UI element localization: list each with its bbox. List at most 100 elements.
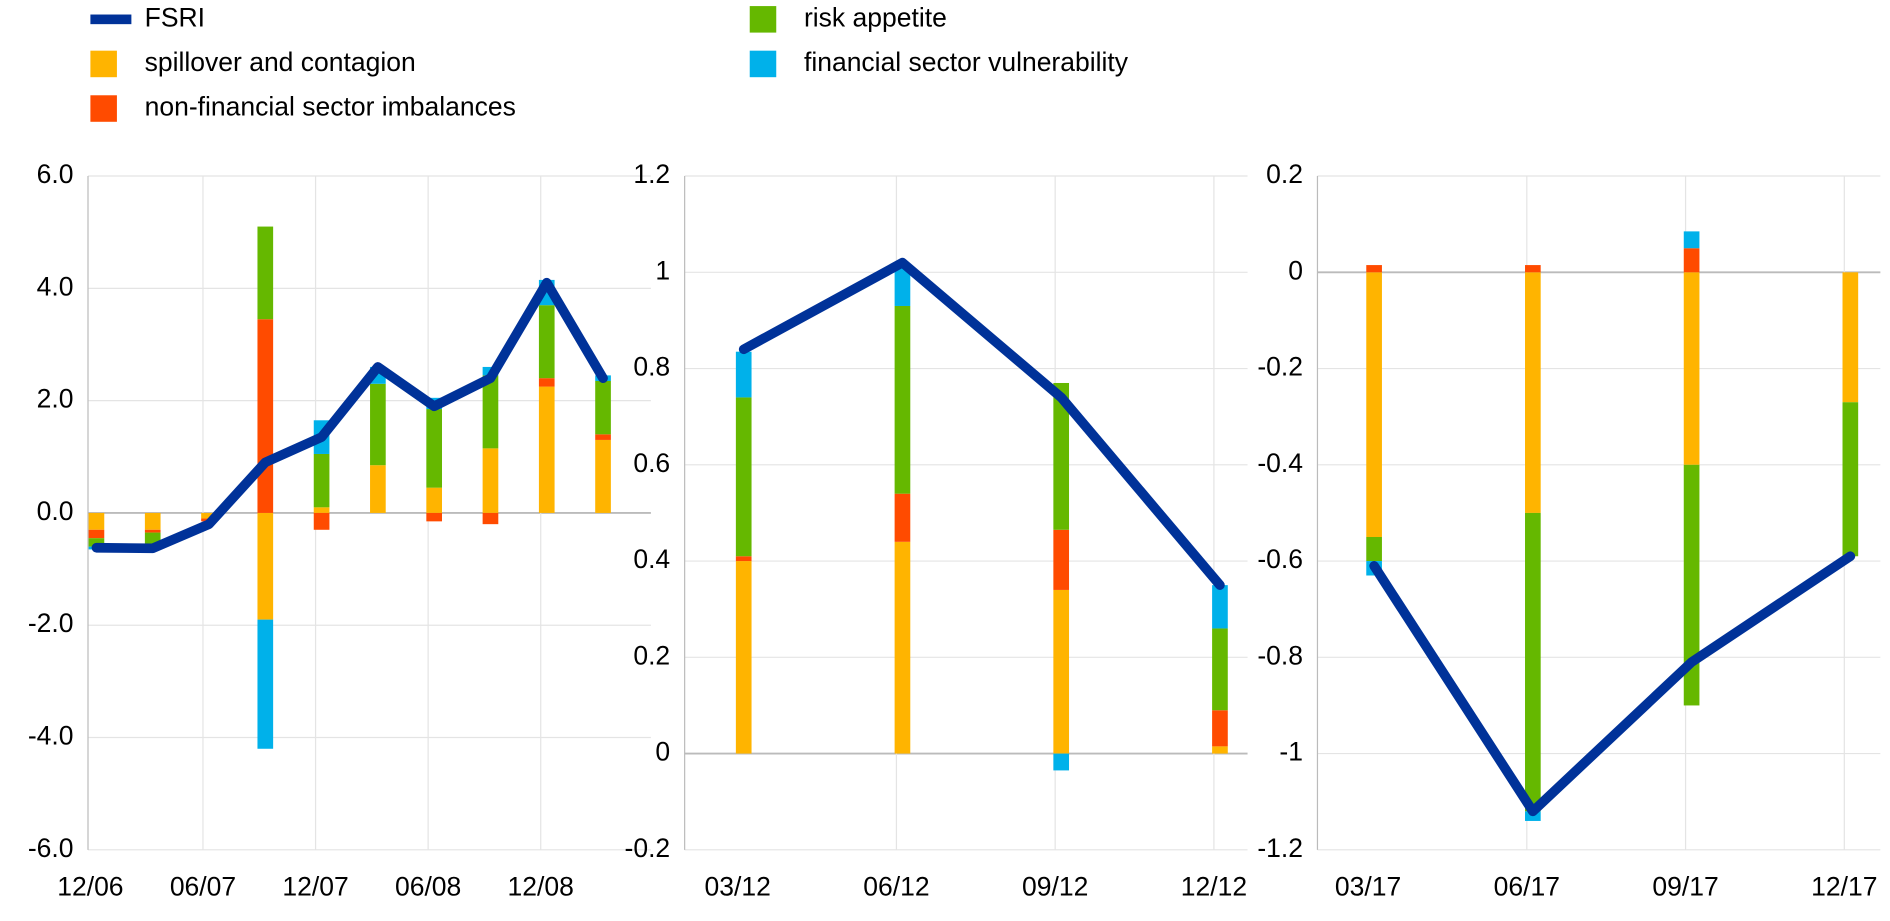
bar-segment [1212, 746, 1228, 754]
bar-segment [482, 375, 499, 449]
bar-segment [894, 267, 911, 306]
bar-segment [1366, 536, 1382, 562]
bar-segment [735, 397, 752, 557]
bar-segment [595, 439, 611, 513]
x-tick-label: 06/12 [863, 871, 929, 901]
y-tick-label: -1.2 [1257, 833, 1303, 863]
legend-label: spillover and contagion [145, 47, 416, 77]
bar-segment [1525, 512, 1541, 812]
bar-segment [1212, 585, 1228, 629]
bar-segment [1525, 265, 1541, 273]
y-tick-label: -0.2 [1257, 352, 1303, 382]
bar-segment [595, 380, 611, 435]
x-tick-label: 09/17 [1652, 871, 1718, 901]
x-tick-label: 09/12 [1022, 871, 1088, 901]
bar-segment [1212, 628, 1228, 711]
legend-swatch [749, 50, 777, 78]
bar-segment [1212, 710, 1228, 747]
legend-label: risk appetite [804, 2, 947, 32]
bar-segment [1683, 464, 1700, 706]
y-tick-label: 0.4 [633, 544, 670, 574]
bar-segment [1053, 529, 1070, 590]
x-tick-label: 12/08 [508, 871, 574, 901]
x-tick-label: 06/07 [170, 871, 236, 901]
bar-segment [1053, 382, 1070, 530]
bar-segment [1366, 272, 1382, 537]
y-tick-label: -0.8 [1257, 640, 1303, 670]
bar-segment [88, 538, 105, 547]
bar-segment [257, 319, 274, 513]
legend-label: FSRI [145, 2, 205, 32]
bar-segment [257, 512, 274, 620]
x-tick-label: 06/08 [395, 871, 461, 901]
y-tick-label: 0.6 [633, 448, 670, 478]
bar-segment [426, 512, 443, 522]
y-tick-label: 0.0 [37, 496, 74, 526]
bar-segment [1525, 272, 1541, 513]
bar-segment [88, 512, 105, 530]
bar-segment [1053, 589, 1070, 754]
legend-label: non-financial sector imbalances [145, 92, 516, 122]
bar-segment [482, 448, 499, 513]
x-tick-label: 12/06 [57, 871, 123, 901]
y-tick-label: -2.0 [28, 608, 74, 638]
x-tick-label: 03/12 [705, 871, 771, 901]
y-tick-label: -0.2 [625, 833, 671, 863]
y-tick-label: -6.0 [28, 833, 74, 863]
bar-segment [894, 493, 911, 542]
bar-segment [735, 561, 752, 754]
bar-segment [313, 507, 330, 513]
bar-segment [201, 512, 217, 519]
bar-segment [313, 453, 330, 508]
bar-segment [144, 512, 161, 530]
bar-segment [257, 226, 274, 320]
y-tick-label: 1 [655, 255, 670, 285]
fsri-line [738, 257, 1225, 590]
bar-segment [1683, 248, 1700, 273]
bar-segment [538, 386, 555, 513]
x-tick-label: 12/17 [1811, 871, 1877, 901]
bar-segment [88, 529, 105, 539]
y-tick-label: -0.6 [1257, 544, 1303, 574]
bar-segment [313, 512, 330, 530]
y-tick-label: -4.0 [28, 721, 74, 751]
y-tick-label: -1 [1279, 737, 1303, 767]
fsri-line [91, 277, 608, 554]
bar-segment [482, 512, 499, 525]
bar-segment [1842, 402, 1859, 557]
y-tick-label: 0.2 [633, 640, 670, 670]
bar-segment [1366, 265, 1382, 273]
bar-segment [426, 487, 443, 513]
y-tick-label: 0 [655, 737, 670, 767]
bar-segment [1053, 753, 1070, 771]
y-tick-label: 1.2 [633, 159, 670, 189]
y-tick-label: 4.0 [37, 271, 74, 301]
y-tick-label: 2.0 [37, 384, 74, 414]
bar-segment [538, 378, 555, 387]
bar-segment [1683, 272, 1700, 465]
y-tick-label: -0.4 [1257, 448, 1303, 478]
bar-segment [257, 619, 274, 749]
legend-line [90, 14, 132, 25]
legend-swatch [749, 6, 777, 33]
legend-swatch [90, 50, 117, 78]
bar-segment [370, 465, 386, 513]
x-tick-label: 12/07 [282, 871, 348, 901]
x-tick-label: 06/17 [1494, 871, 1560, 901]
legend-label: financial sector vulnerability [804, 47, 1129, 77]
bar-segment [426, 409, 443, 488]
y-tick-label: 0.8 [633, 352, 670, 382]
bar-segment [1683, 231, 1700, 249]
legend-swatch [90, 95, 117, 122]
x-tick-label: 12/12 [1181, 871, 1247, 901]
bar-segment [894, 305, 911, 494]
fsri-line [1369, 551, 1856, 817]
bar-segment [144, 529, 161, 533]
bar-segment [370, 383, 386, 466]
bar-segment [735, 556, 752, 562]
y-tick-label: 0.2 [1266, 159, 1303, 189]
bar-segment [894, 541, 911, 754]
y-tick-label: 6.0 [37, 159, 74, 189]
bar-segment [735, 351, 752, 398]
